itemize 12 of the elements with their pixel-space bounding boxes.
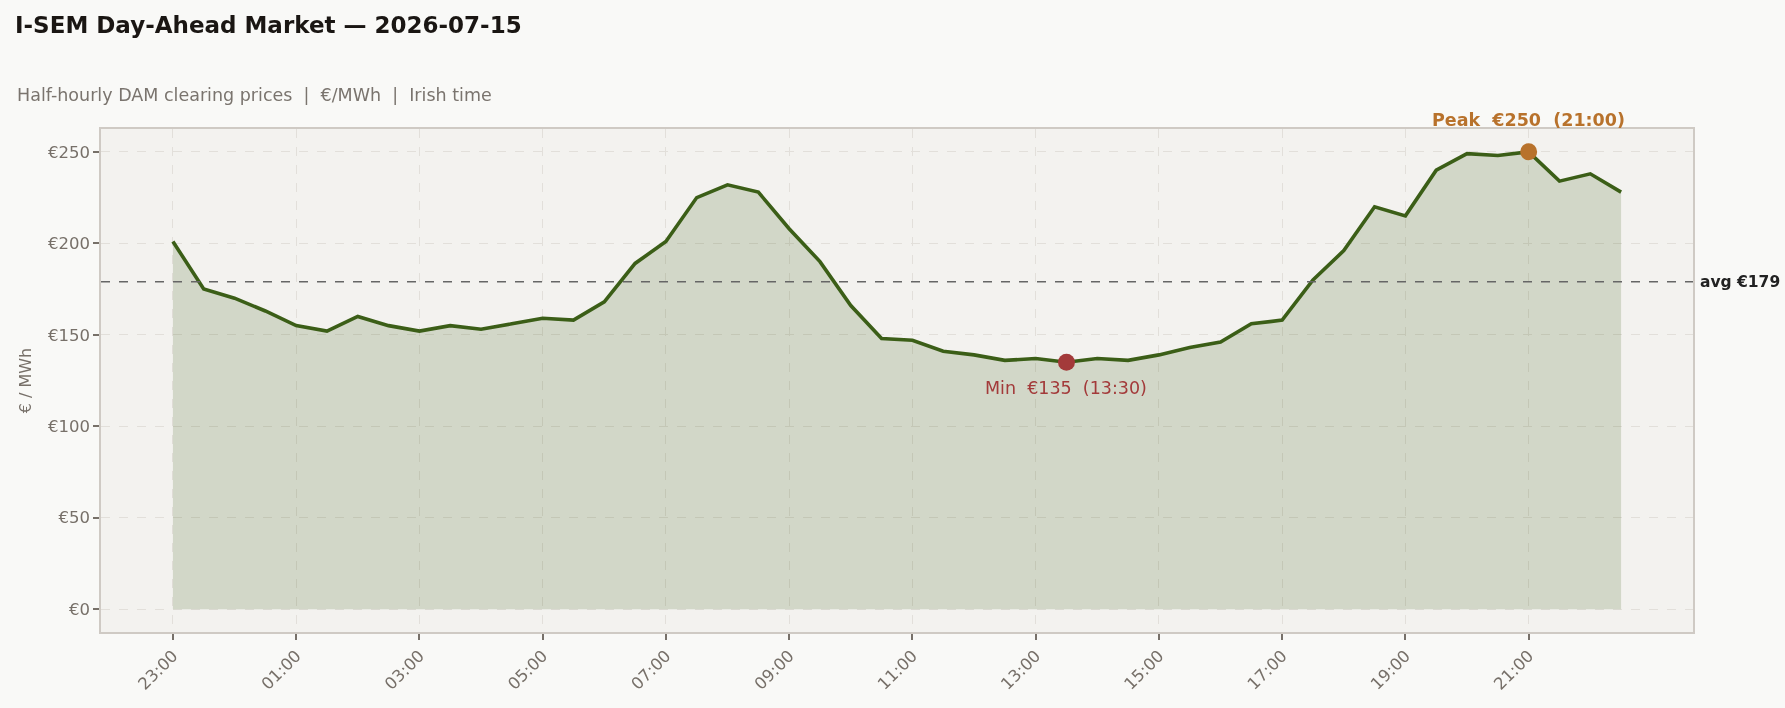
y-tick-label: €250	[47, 142, 90, 162]
y-tick-label: €150	[47, 325, 90, 345]
y-tick-label: €50	[58, 508, 90, 528]
chart-title: I-SEM Day-Ahead Market — 2026-07-15	[15, 12, 522, 39]
annotation: Min €135 (13:30)	[985, 378, 1147, 398]
ref-line-label: avg €179	[1700, 273, 1781, 291]
y-tick-label: €0	[68, 599, 90, 619]
annotation: Peak €250 (21:00)	[1432, 110, 1625, 130]
chart-subtitle: Half-hourly DAM clearing prices | €/MWh | Irish time	[17, 85, 492, 105]
y-tick-label: €200	[47, 234, 90, 254]
y-axis-title: € / MWh	[16, 347, 36, 414]
y-tick-label: €100	[47, 417, 90, 437]
